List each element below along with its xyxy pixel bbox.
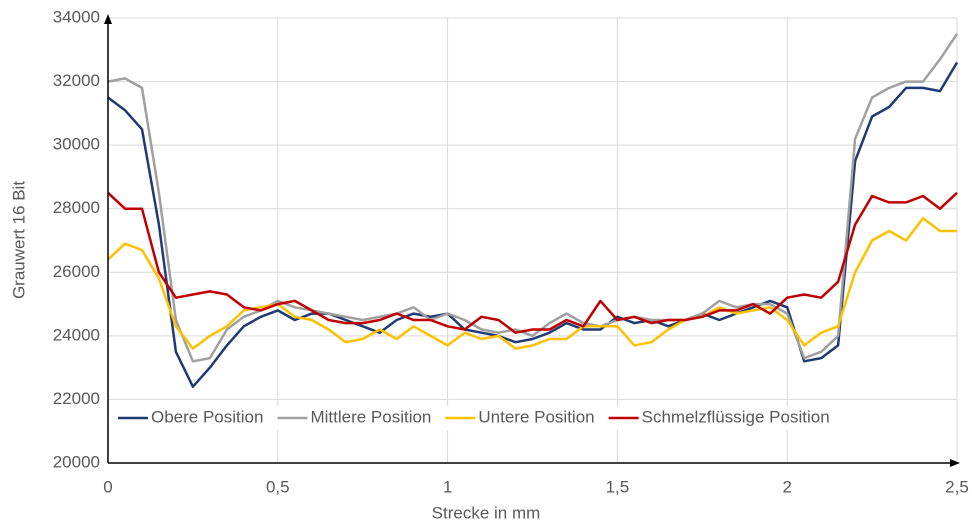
- legend-background: [112, 406, 844, 430]
- y-tick-label: 22000: [53, 389, 100, 408]
- y-axis-title: Grauwert 16 Bit: [9, 181, 28, 299]
- y-tick-label: 28000: [53, 198, 100, 217]
- legend: Obere Position Mittlere Position Untere Po…: [112, 406, 844, 430]
- legend-label: Mittlere Position: [310, 407, 431, 426]
- x-tick-label: 1: [443, 477, 452, 496]
- x-tick-label: 0,5: [266, 477, 290, 496]
- legend-label: Schmelzflüssige Position: [642, 407, 830, 426]
- x-tick-label: 1,5: [606, 477, 630, 496]
- x-tick-label: 0: [103, 477, 112, 496]
- grid: [107, 17, 958, 464]
- plot: [107, 33, 959, 388]
- y-tick-label: 30000: [53, 135, 100, 154]
- y-axis-arrow: [104, 14, 112, 24]
- legend-label: Untere Position: [478, 407, 594, 426]
- x-tick-label: 2: [782, 477, 791, 496]
- y-tick-label: 32000: [53, 71, 100, 90]
- series-line: [107, 61, 959, 388]
- legend-label: Obere Position: [151, 407, 263, 426]
- x-axis-arrow: [950, 459, 960, 467]
- y-tick-label: 34000: [53, 7, 100, 26]
- x-tick-label: 2,5: [945, 477, 969, 496]
- series-line: [107, 191, 958, 334]
- series-line: [107, 33, 959, 363]
- y-tick-label: 20000: [53, 452, 100, 471]
- y-tick-label: 24000: [53, 325, 100, 344]
- x-axis-title: Strecke in mm: [432, 503, 541, 522]
- y-tick-label: 26000: [53, 262, 100, 281]
